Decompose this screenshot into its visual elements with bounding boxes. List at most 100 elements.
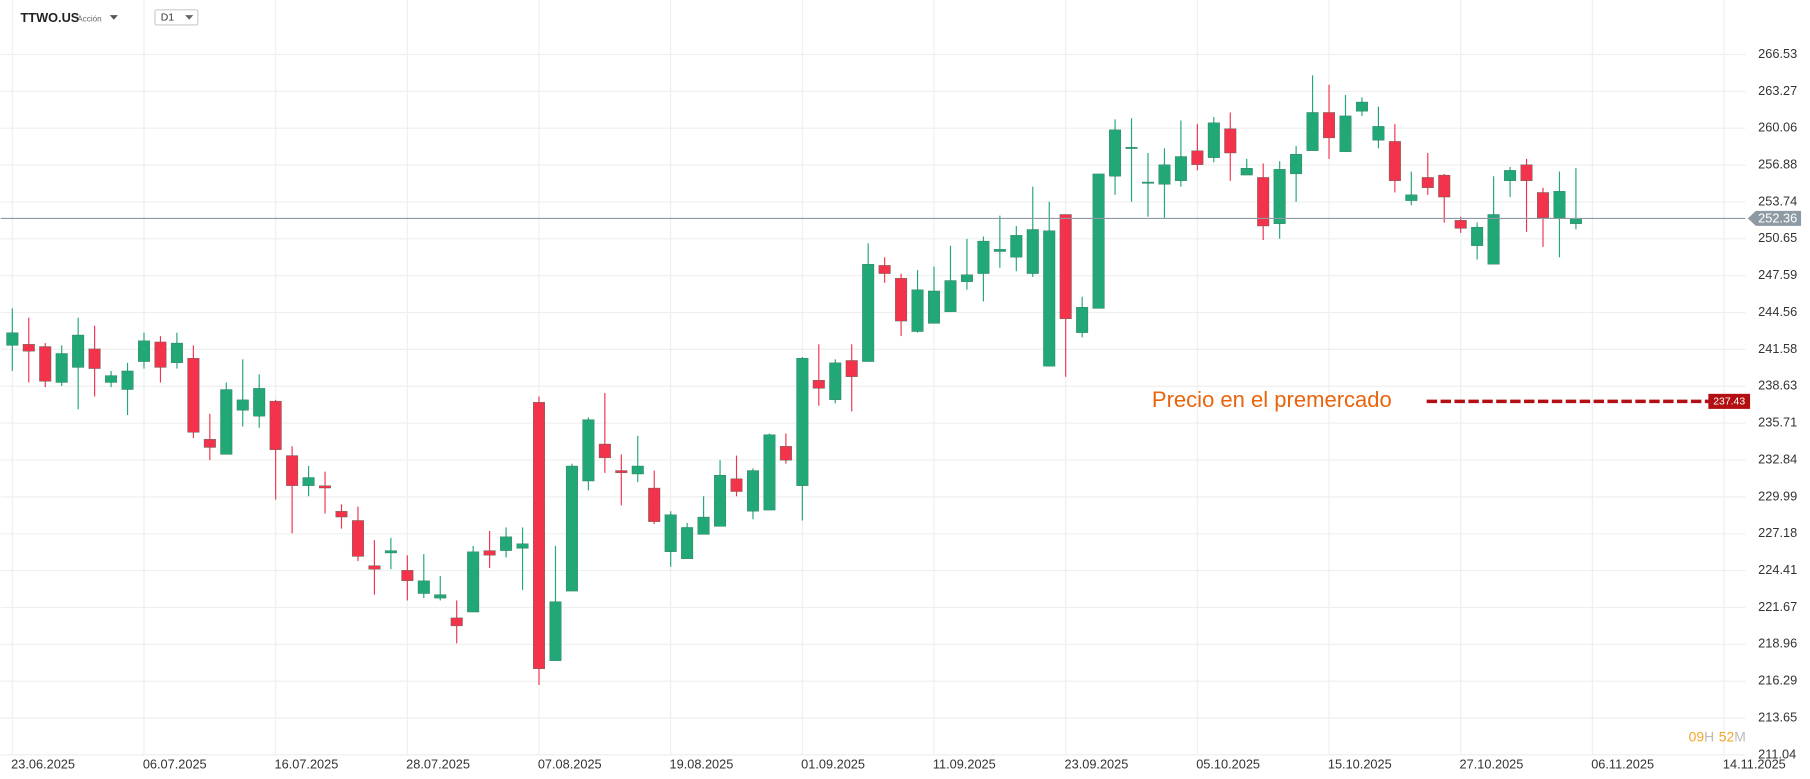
candle-body (565, 465, 578, 592)
x-tick-label: 16.07.2025 (275, 756, 339, 771)
candle-body (401, 570, 414, 581)
candle-body (977, 240, 990, 274)
countdown-hours-unit: H (1704, 728, 1714, 744)
candle-body (1372, 126, 1385, 141)
candle-body (1504, 170, 1517, 181)
candle-body (1273, 169, 1286, 224)
x-tick-label: 23.09.2025 (1065, 756, 1129, 771)
timeframe-dropdown[interactable] (185, 15, 194, 20)
countdown: 09H 52M (1689, 728, 1746, 744)
candle-body (1471, 227, 1484, 246)
y-tick-label: 253.74 (1758, 193, 1797, 208)
candle-body (549, 601, 562, 661)
candle-body (1421, 177, 1434, 188)
candle-body (944, 280, 957, 313)
y-tick-label: 266.53 (1758, 46, 1797, 61)
y-tick-label: 213.65 (1758, 709, 1797, 724)
candle-body (351, 520, 364, 557)
x-tick-label: 14.11.2025 (1723, 756, 1786, 771)
candle-body (730, 478, 743, 492)
y-tick-label: 227.18 (1758, 525, 1797, 540)
y-tick-label: 218.96 (1758, 636, 1797, 651)
candle-body (450, 617, 463, 627)
y-tick-label: 260.06 (1758, 120, 1797, 135)
candle-body (434, 594, 447, 599)
candle-body (993, 249, 1006, 252)
y-tick-label: 235.71 (1758, 415, 1797, 430)
y-tick-label: 256.88 (1758, 157, 1797, 172)
candle-body (681, 527, 694, 559)
candle-body (55, 353, 68, 383)
x-tick-label: 01.09.2025 (801, 756, 865, 771)
candle-body (598, 443, 611, 459)
y-tick-label: 224.41 (1758, 562, 1797, 577)
premarket-label: Precio en el premercado (1152, 387, 1392, 412)
candle-body (253, 388, 266, 417)
candle-body (747, 470, 759, 512)
candle-body (1043, 230, 1056, 367)
x-tick-label: 05.10.2025 (1196, 756, 1260, 771)
candle-body (1405, 194, 1418, 201)
candle-body (615, 470, 628, 474)
y-tick-label: 244.56 (1758, 304, 1797, 319)
x-tick-label: 15.10.2025 (1328, 756, 1392, 771)
candle-body (6, 332, 19, 346)
candle-body (319, 485, 332, 489)
premarket-tag (1708, 393, 1751, 409)
candle-body (1520, 164, 1533, 181)
candle-body (72, 334, 85, 368)
x-tick-label: 28.07.2025 (406, 756, 470, 771)
candle-body (187, 358, 200, 433)
candle-body (1323, 112, 1336, 139)
candle-body (138, 340, 150, 362)
candle-body (39, 346, 52, 382)
candle-body (1026, 229, 1039, 274)
candle-body (631, 465, 644, 475)
countdown-minutes: 52 (1719, 728, 1735, 744)
candle-body (302, 477, 315, 486)
candle-body (121, 370, 134, 390)
timeframe-box[interactable] (154, 9, 199, 26)
candle-body (714, 475, 727, 527)
candle-body (220, 389, 233, 455)
candle-body (335, 511, 348, 518)
y-tick-label: 247.59 (1758, 267, 1797, 282)
candle-body (105, 375, 118, 383)
candle-body (1569, 218, 1582, 224)
timeframe[interactable]: D1 (161, 13, 175, 24)
symbol-dropdown[interactable] (109, 15, 118, 20)
x-tick-label: 06.07.2025 (143, 756, 207, 771)
candle-body (1257, 177, 1270, 227)
candle-body (1355, 101, 1368, 112)
candle-body (697, 516, 710, 535)
candle-body (928, 290, 940, 324)
candle-body (779, 446, 792, 461)
candle-body (516, 543, 529, 549)
candle-body (1290, 153, 1303, 175)
candle-body (664, 514, 677, 552)
premarket-value: 237.43 (1713, 397, 1745, 408)
x-tick-label: 19.08.2025 (670, 756, 734, 771)
candle-body (862, 264, 875, 362)
candle-body (1388, 141, 1401, 181)
candle-body (1109, 129, 1122, 177)
symbol[interactable]: TTWO.US (21, 10, 80, 25)
candle-body (763, 434, 776, 511)
candle-body (384, 550, 397, 554)
x-tick-label: 07.08.2025 (538, 756, 602, 771)
last-price-label: 252.36 (1758, 210, 1797, 225)
x-tick-label: 23.06.2025 (11, 756, 75, 771)
mark-layer (6, 75, 1582, 686)
y-tick-label: 241.58 (1758, 341, 1797, 356)
countdown-minutes-unit: M (1734, 728, 1746, 744)
candle-body (236, 399, 249, 411)
x-tick-label: 27.10.2025 (1460, 756, 1524, 771)
candle-body (269, 400, 282, 450)
candle-body (1142, 181, 1154, 184)
x-tick-label: 06.11.2025 (1591, 756, 1654, 771)
candle-body (1010, 235, 1023, 258)
candle-body (483, 550, 496, 556)
y-tick-label: 221.67 (1758, 599, 1797, 614)
candle-body (417, 580, 430, 594)
